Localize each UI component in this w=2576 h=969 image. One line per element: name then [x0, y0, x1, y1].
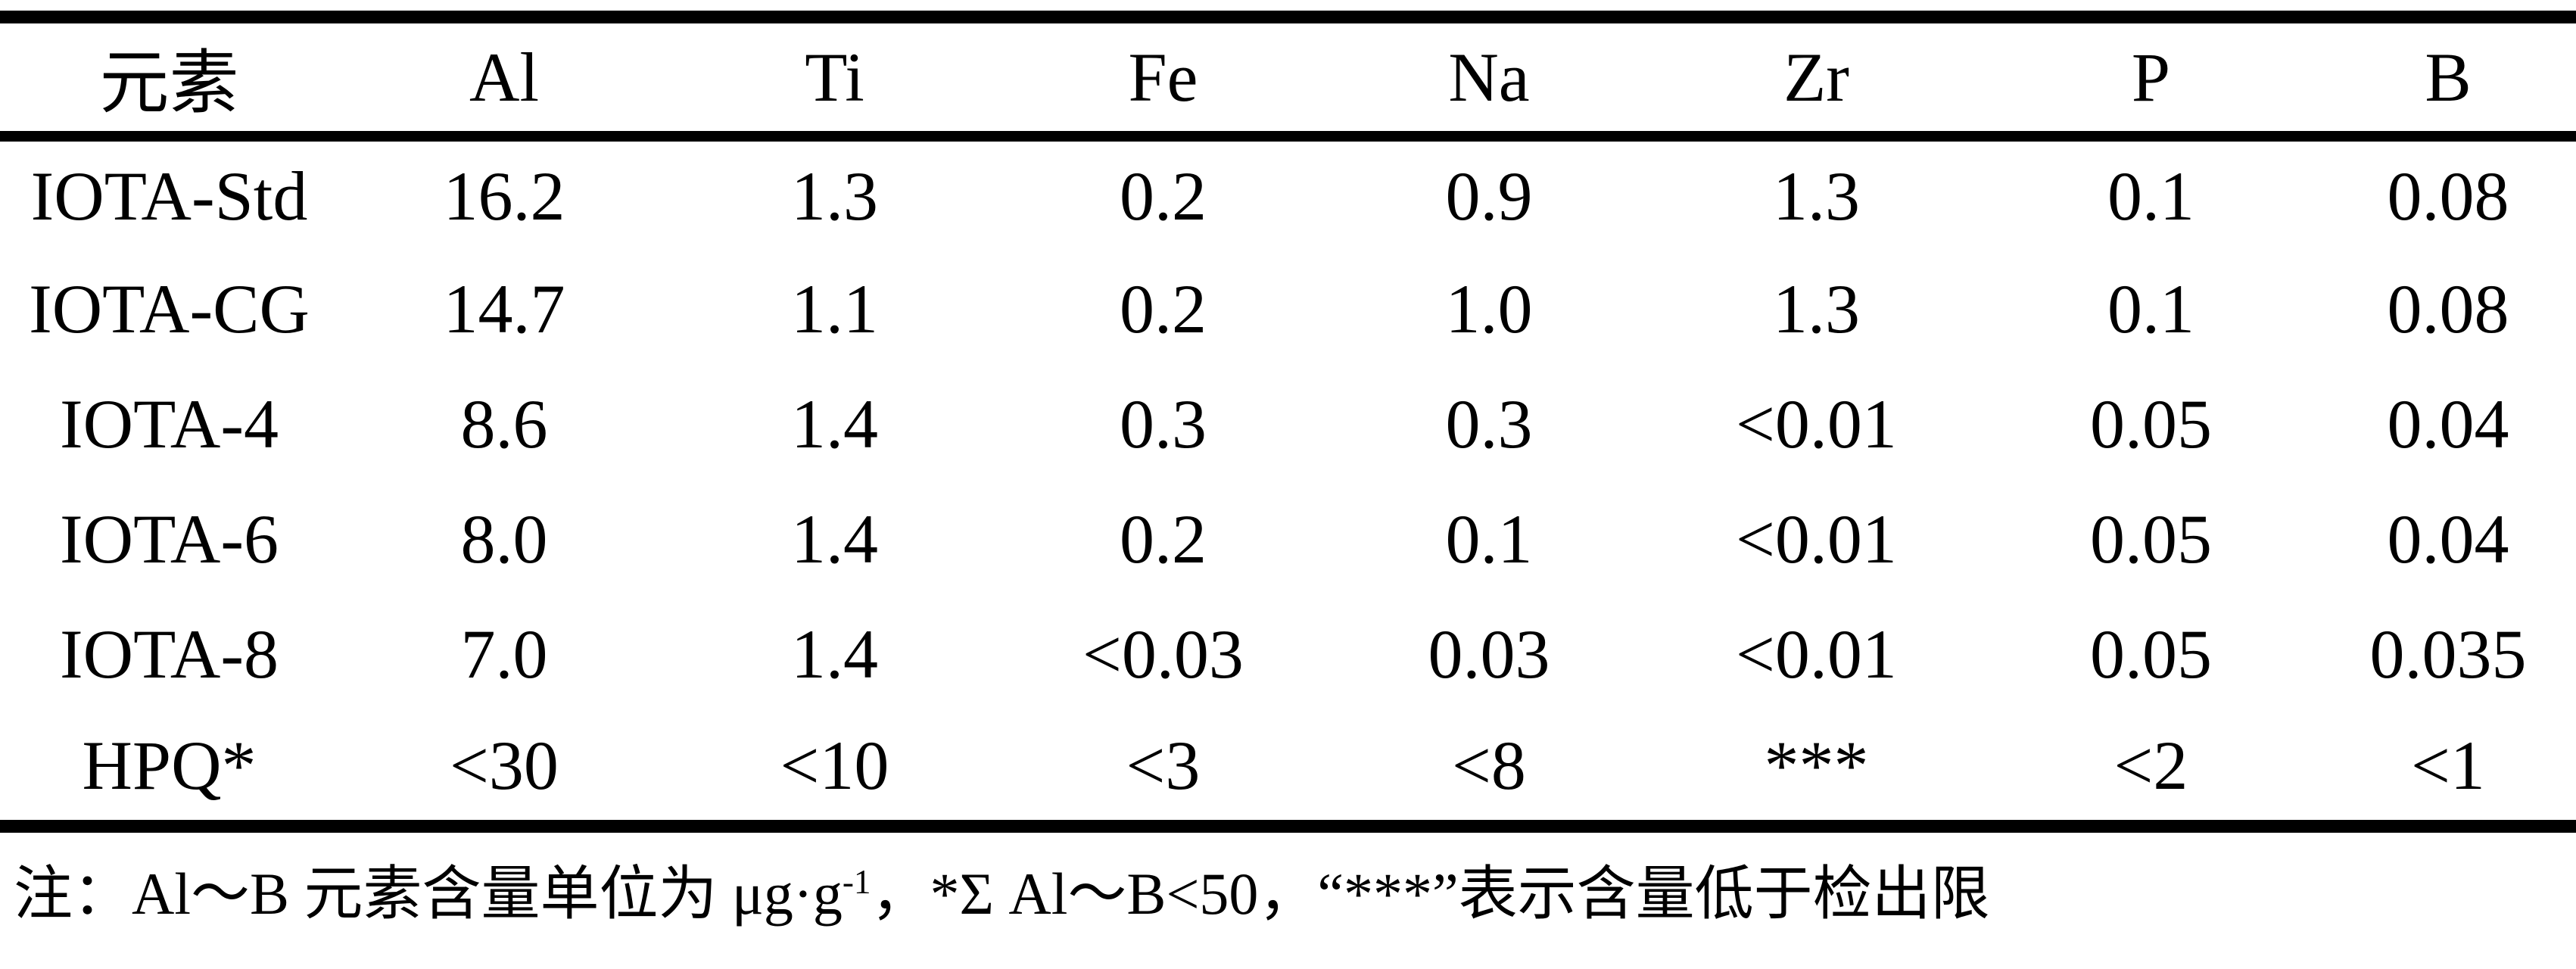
header-cell-al: Al	[338, 17, 670, 142]
table-cell: 1.3	[791, 157, 878, 235]
table-cell: 0.08	[2387, 157, 2509, 235]
table-cell: 0.05	[2090, 500, 2212, 578]
table-row: HPQ* <30 <10 <3 <8 *** <2 <1	[0, 711, 2576, 833]
table-cell: 0.08	[2387, 270, 2509, 347]
table-cell: 0.04	[2387, 500, 2509, 578]
table-cell: <2	[1982, 711, 2320, 833]
header-cell-na: Na	[1327, 17, 1651, 142]
table-cell: 16.2	[443, 157, 565, 235]
header-cell-p: P	[1982, 17, 2320, 142]
table-cell: 0.2	[1120, 500, 1207, 578]
table-cell: 0.035	[2369, 615, 2527, 693]
table-cell: <10	[670, 711, 999, 833]
table-cell: 0.1	[2107, 270, 2194, 347]
row-label: IOTA-CG	[29, 270, 310, 347]
table-cell: <0.01	[1736, 615, 1897, 693]
table-cell: 1.1	[791, 270, 878, 347]
table-cell: 1.4	[791, 615, 878, 693]
table-cell: 1.4	[791, 385, 878, 463]
table-cell: 1.3	[1773, 270, 1860, 347]
header-row: 元素 Al Ti Fe Na Zr P B	[0, 17, 2576, 142]
table-row: IOTA-4 8.6 1.4 0.3 0.3 <0.01 0.05 0.04	[0, 366, 2576, 481]
table-cell: 1.3	[1773, 157, 1860, 235]
table-cell: 0.03	[1428, 615, 1550, 693]
table-row: IOTA-CG 14.7 1.1 0.2 1.0 1.3 0.1 0.08	[0, 251, 2576, 366]
table-cell: 0.1	[2107, 157, 2194, 235]
header-cell-fe: Fe	[999, 17, 1327, 142]
table-cell: <0.01	[1736, 385, 1897, 463]
row-label: IOTA-6	[60, 500, 279, 578]
row-label: HPQ*	[0, 711, 338, 833]
table-cell: 0.1	[1445, 500, 1533, 578]
table-cell: <30	[338, 711, 670, 833]
table-cell: <8	[1327, 711, 1651, 833]
table-cell: 14.7	[443, 270, 565, 347]
table-row: IOTA-8 7.0 1.4 <0.03 0.03 <0.01 0.05 0.0…	[0, 597, 2576, 712]
header-cell-element: 元素	[0, 17, 338, 142]
table-cell: 0.05	[2090, 385, 2212, 463]
table-cell: <3	[999, 711, 1327, 833]
table-cell: 0.3	[1445, 385, 1533, 463]
footnote-text-prefix: 注：Al～B 元素含量单位为 μg·g	[14, 861, 843, 927]
footnote-text-suffix: ，*Σ Al～B<50，“***”表示含量低于检出限	[871, 861, 1990, 927]
element-concentration-table: 元素 Al Ti Fe Na Zr P B IOTA-Std 16.2 1.3 …	[0, 11, 2576, 833]
header-cell-b: B	[2320, 17, 2576, 142]
table-cell: 0.2	[1120, 157, 1207, 235]
header-cell-zr: Zr	[1651, 17, 1982, 142]
table-cell: 0.2	[1120, 270, 1207, 347]
table-cell: 1.0	[1445, 270, 1533, 347]
row-label: IOTA-8	[60, 615, 279, 693]
table-cell: 0.04	[2387, 385, 2509, 463]
table-cell: 0.05	[2090, 615, 2212, 693]
table-row: IOTA-6 8.0 1.4 0.2 0.1 <0.01 0.05 0.04	[0, 481, 2576, 597]
table-footnote: 注：Al～B 元素含量单位为 μg·g-1，*Σ Al～B<50，“***”表示…	[0, 857, 2576, 931]
table-cell: <0.03	[1082, 615, 1244, 693]
table-cell: 0.3	[1120, 385, 1207, 463]
table-cell: 7.0	[460, 615, 548, 693]
row-label: IOTA-Std	[30, 157, 308, 235]
row-label: IOTA-4	[60, 385, 279, 463]
table-cell: 8.0	[460, 500, 548, 578]
table-cell: ***	[1651, 711, 1982, 833]
table-row: IOTA-Std 16.2 1.3 0.2 0.9 1.3 0.1 0.08	[0, 136, 2576, 251]
table-cell: 1.4	[791, 500, 878, 578]
table-cell: <1	[2320, 711, 2576, 833]
table-cell: 0.9	[1445, 157, 1533, 235]
footnote-superscript: -1	[842, 863, 871, 901]
table-cell: <0.01	[1736, 500, 1897, 578]
header-cell-ti: Ti	[670, 17, 999, 142]
table-cell: 8.6	[460, 385, 548, 463]
